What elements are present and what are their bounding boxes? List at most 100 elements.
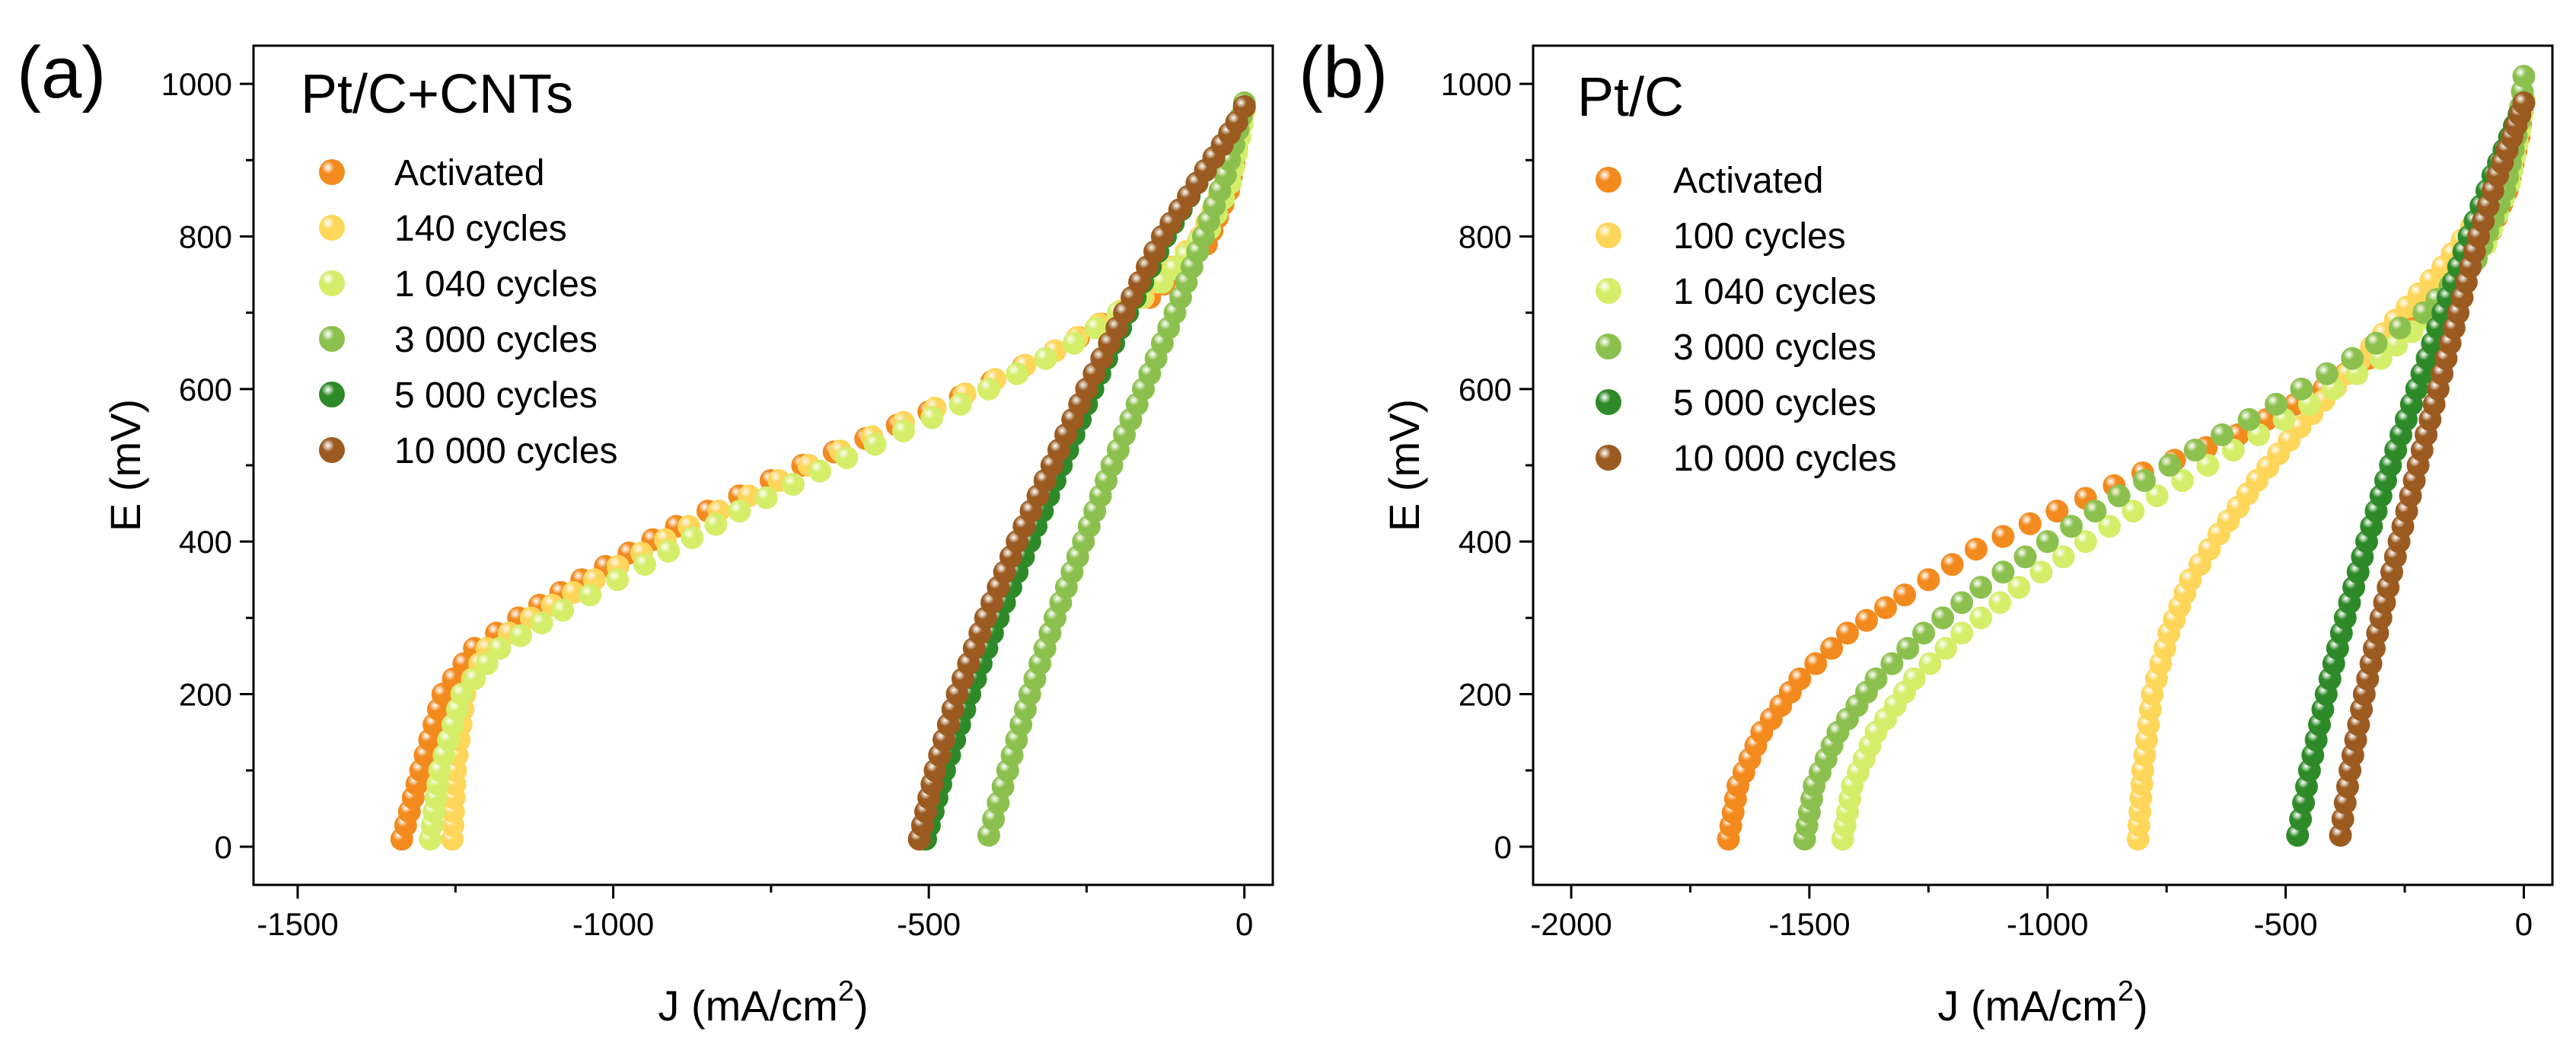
data-point — [1969, 576, 1993, 599]
legend-marker — [1596, 278, 1621, 304]
series-10-000-cycles — [907, 95, 1256, 851]
data-point — [1062, 331, 1086, 355]
legend-label: 10 000 cycles — [394, 431, 618, 471]
data-point — [2158, 454, 2182, 477]
legend-marker — [1596, 389, 1621, 415]
data-point — [728, 500, 751, 523]
data-point — [2183, 438, 2207, 461]
legend-label: 1 040 cycles — [1673, 272, 1876, 312]
data-point — [2029, 560, 2053, 584]
data-point — [2196, 454, 2220, 477]
data-point — [1084, 316, 1108, 340]
y-tick-label: 200 — [179, 677, 232, 713]
x-axis-title-main: J (mA/cm — [658, 982, 837, 1030]
data-point — [2045, 500, 2069, 523]
series-3-000-cycles — [977, 91, 1256, 847]
y-tick-label: 0 — [215, 829, 232, 865]
data-point — [1934, 637, 1958, 660]
data-point — [2341, 346, 2364, 370]
data-point — [920, 406, 944, 430]
y-tick-label: 400 — [179, 524, 232, 560]
x-axis-title-superscript: 2 — [2118, 976, 2134, 1008]
data-point — [2007, 576, 2031, 599]
y-tick-label: 1000 — [1441, 66, 1512, 102]
data-point — [562, 580, 585, 604]
y-axis-title: E (mV) — [101, 399, 149, 532]
legend: Activated 140 cycles 1 040 cycles 3 000 cyc… — [319, 153, 618, 471]
legend: Activated 100 cycles 1 040 cycles 3 000 cyc… — [1596, 161, 1897, 479]
data-point — [1964, 538, 1988, 561]
data-points — [390, 91, 1256, 851]
data-point — [509, 624, 532, 647]
panel-label: (a) — [17, 32, 106, 113]
data-point — [2132, 469, 2156, 493]
data-point — [1880, 652, 1904, 675]
data-point — [2290, 377, 2313, 401]
x-tick-label: -500 — [2254, 906, 2318, 942]
data-point — [1820, 637, 1844, 660]
data-point — [835, 445, 859, 469]
y-tick-label: 600 — [179, 372, 232, 407]
legend-label: 5 000 cycles — [394, 375, 598, 416]
data-point — [1912, 621, 1936, 645]
data-point — [1893, 583, 1917, 607]
panel-title: Pt/C+CNTs — [301, 64, 573, 125]
data-point — [530, 612, 553, 635]
data-point — [2122, 500, 2145, 523]
x-tick-label: -1500 — [1768, 906, 1850, 942]
data-point — [1835, 621, 1859, 645]
legend-label: 3 000 cycles — [394, 320, 598, 360]
series-10-000-cycles — [2329, 91, 2536, 847]
x-axis-title-end: ) — [2134, 982, 2148, 1030]
panel-a: -1500 -1000 -500 0 0 200 400 600 800 1000 E (mV) J … — [17, 32, 1274, 1030]
x-tick-label: -1500 — [257, 906, 338, 942]
data-point — [1896, 637, 1920, 660]
x-tick-label: -1000 — [572, 906, 654, 942]
legend-marker — [319, 159, 345, 185]
data-point — [2052, 545, 2075, 569]
data-point — [2237, 407, 2261, 431]
data-point — [1991, 525, 2015, 548]
data-point — [606, 568, 630, 592]
data-point — [475, 652, 499, 675]
data-point — [1969, 606, 1993, 630]
data-point — [1988, 591, 2012, 615]
data-point — [781, 473, 805, 497]
legend-label: 10 000 cycles — [1673, 439, 1897, 479]
data-point — [891, 419, 915, 442]
y-tick-label: 600 — [1459, 372, 1512, 407]
data-point — [579, 583, 602, 607]
data-point — [1788, 667, 1812, 691]
data-point — [1874, 596, 1898, 620]
legend-marker — [1596, 222, 1621, 248]
x-axis-title-main: J (mA/cm — [1937, 982, 2117, 1030]
x-axis-title-end: ) — [854, 982, 869, 1030]
y-axis-title: E (mV) — [1380, 399, 1428, 532]
data-point — [2036, 530, 2059, 554]
data-point — [1950, 621, 1974, 645]
data-point — [1991, 560, 2015, 584]
data-point — [2074, 530, 2097, 554]
legend-label: Activated — [394, 153, 544, 193]
x-axis-title: J (mA/cm2) — [1937, 976, 2147, 1030]
data-point — [704, 513, 728, 536]
y-tick-label: 1000 — [161, 66, 232, 102]
data-point — [2385, 334, 2409, 357]
x-tick-label: 0 — [2515, 906, 2533, 942]
data-point — [1931, 606, 1955, 630]
series-1-040-cycles — [1831, 88, 2536, 851]
data-point — [977, 377, 1000, 401]
data-point — [681, 526, 704, 550]
x-tick-label: 0 — [1235, 906, 1253, 942]
data-point — [463, 667, 486, 691]
legend-marker — [1596, 334, 1621, 359]
data-point — [2512, 65, 2536, 88]
data-point — [948, 392, 972, 416]
x-tick-label: -500 — [897, 906, 961, 942]
data-point — [488, 637, 512, 660]
y-tick-label: 400 — [1459, 524, 1512, 560]
data-point — [1006, 362, 1029, 385]
x-tick-label: -2000 — [1530, 906, 1612, 942]
data-point — [1902, 667, 1926, 691]
